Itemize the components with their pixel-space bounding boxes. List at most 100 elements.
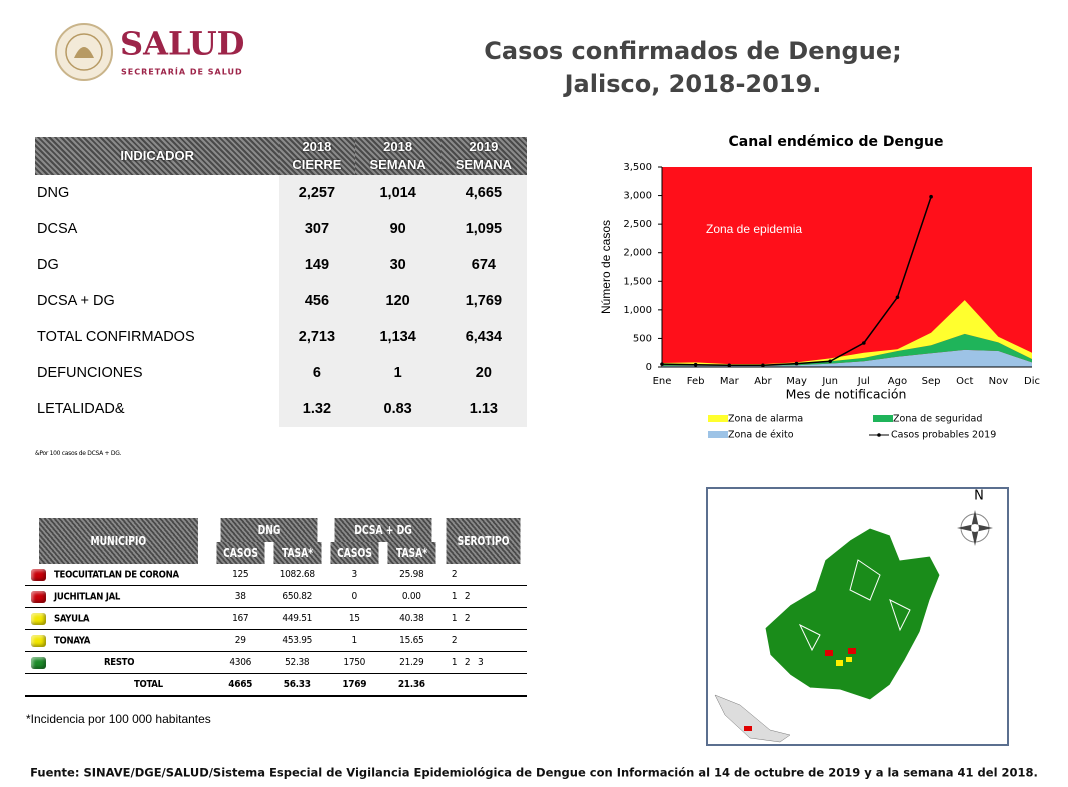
x-tick-label: Feb <box>687 376 705 387</box>
value-cell: 1,095 <box>440 211 527 247</box>
value-cell: 2 <box>439 629 527 652</box>
cell-text: 15.65 <box>399 635 424 646</box>
footer-source: Fuente: SINAVE/DGE/SALUD/Sistema Especia… <box>30 766 1038 780</box>
value-cell: 1 <box>325 629 383 652</box>
y-tick-label: 2,000 <box>623 248 652 259</box>
legend-label: Casos probables 2019 <box>891 430 996 441</box>
x-tick-label: Ago <box>888 376 907 387</box>
column-header: INDICADOR <box>35 137 280 175</box>
value-cell: 1 2 3 <box>439 651 527 674</box>
y-tick-label: 0 <box>646 362 652 373</box>
area-series <box>662 300 1032 365</box>
value-cell: 650.82 <box>268 585 326 608</box>
value-cell: 1082.68 <box>268 564 326 586</box>
sub-header: CASOS <box>330 542 379 564</box>
status-indicator <box>31 634 46 647</box>
logo-subtitle: SECRETARÍA DE SALUD <box>121 66 243 77</box>
value-cell: 1.13 <box>440 391 527 427</box>
x-tick-label: Ene <box>653 376 672 387</box>
north-label: N <box>974 489 984 504</box>
value-cell: 56.33 <box>268 673 326 697</box>
cell-text: 1082.68 <box>279 569 315 580</box>
value-cell: 453.95 <box>268 629 326 652</box>
x-tick-label: Abr <box>754 376 772 387</box>
table-note: *Incidencia por 100 000 habitantes <box>26 712 211 726</box>
municipio-name: SAYULA <box>25 607 212 630</box>
line-marker <box>929 194 933 199</box>
value-cell: 1 <box>354 355 441 391</box>
sub-header: TASA* <box>272 542 322 564</box>
area-series <box>662 349 1032 367</box>
value-cell: 2 <box>439 564 527 586</box>
value-cell: 307 <box>279 211 355 247</box>
value-cell: 449.51 <box>268 607 326 630</box>
table-note: &Por 100 casos de DCSA + DG. <box>35 450 122 457</box>
cell-text: TONAYA <box>54 635 91 646</box>
municipio-name: RESTO <box>25 651 212 674</box>
cell-text: 21.29 <box>399 657 424 668</box>
cell-text: 4665 <box>228 679 253 690</box>
value-cell: 21.29 <box>382 651 440 674</box>
table-row: TEOCUITATLAN DE CORONA 125 1082.68 3 25.98 2 <box>25 564 527 586</box>
value-cell: 2,713 <box>279 319 355 355</box>
cell-text: SAYULA <box>54 613 90 624</box>
cell-text: JUCHITLAN JAL <box>54 591 121 602</box>
table-row: TOTAL CONFIRMADOS 2,713 1,134 6,434 <box>35 319 527 355</box>
x-tick-label: Sep <box>922 376 941 387</box>
value-cell: 149 <box>279 247 355 283</box>
value-cell: 1 2 <box>439 585 527 608</box>
x-tick-label: May <box>786 376 807 387</box>
legend-swatch <box>708 415 728 422</box>
y-tick-label: 1,000 <box>623 305 652 316</box>
value-cell: 3 <box>325 564 383 586</box>
line-marker <box>660 362 664 366</box>
cell-text: 2 <box>451 635 458 646</box>
value-cell: 40.38 <box>382 607 440 630</box>
group-header: SEROTIPO <box>446 518 521 564</box>
map: N <box>706 487 1009 746</box>
cell-text: 1750 <box>343 657 366 668</box>
legend-label: Zona de seguridad <box>893 414 982 425</box>
zone-annotation: Zona de epidemia <box>706 222 802 236</box>
column-header: 2019 SEMANA <box>440 137 527 175</box>
value-cell: 52.38 <box>268 651 326 674</box>
cell-text: 167 <box>232 613 249 624</box>
cell-text: 1 <box>351 635 358 646</box>
table-row: DCSA + DG 456 120 1,769 <box>35 283 527 319</box>
legend-label: Zona de alarma <box>728 414 803 425</box>
legend-swatch <box>873 415 893 422</box>
column-header: 2018 SEMANA <box>354 137 441 175</box>
legend-label: Zona de éxito <box>728 430 794 441</box>
value-cell: 1,134 <box>354 319 441 355</box>
cell-text: TOTAL <box>133 679 163 690</box>
table-row: LETALIDAD& 1.32 0.83 1.13 <box>35 391 527 427</box>
value-cell: 90 <box>354 211 441 247</box>
value-cell <box>439 673 527 697</box>
cell-text: 40.38 <box>399 613 424 624</box>
line-marker <box>727 363 732 368</box>
header-text: SEMANA <box>455 157 513 172</box>
table-row: TOTAL 4665 56.33 1769 21.36 <box>25 673 527 697</box>
value-cell: 29 <box>211 629 269 652</box>
value-cell: 4,665 <box>440 175 527 211</box>
area-series <box>662 333 1032 366</box>
municipio-name: JUCHITLAN JAL <box>25 585 212 608</box>
row-label: TOTAL CONFIRMADOS <box>37 329 195 345</box>
status-indicator <box>31 590 46 603</box>
y-tick-label: 2,500 <box>623 219 652 230</box>
header-row: INDICADOR 2018 CIERRE 2018 SEMANA 2019 SEMANA <box>35 137 527 175</box>
header-text: CIERRE <box>292 157 342 172</box>
cell-text: 56.33 <box>283 679 311 690</box>
line-marker <box>761 363 765 368</box>
header-text: 2018 <box>383 139 413 154</box>
value-cell: 120 <box>354 283 441 319</box>
value-cell: 38 <box>211 585 269 608</box>
table-row: DCSA 307 90 1,095 <box>35 211 527 247</box>
chart-title: Canal endémico de Dengue <box>729 134 944 150</box>
header-row: MUNICIPIO DNG DCSA + DG SEROTIPO <box>25 518 527 564</box>
row-label: DG <box>37 257 59 273</box>
cell-text: RESTO <box>104 657 135 668</box>
row-label: DNG <box>37 185 70 201</box>
cell-text: TEOCUITATLAN DE CORONA <box>54 569 179 580</box>
